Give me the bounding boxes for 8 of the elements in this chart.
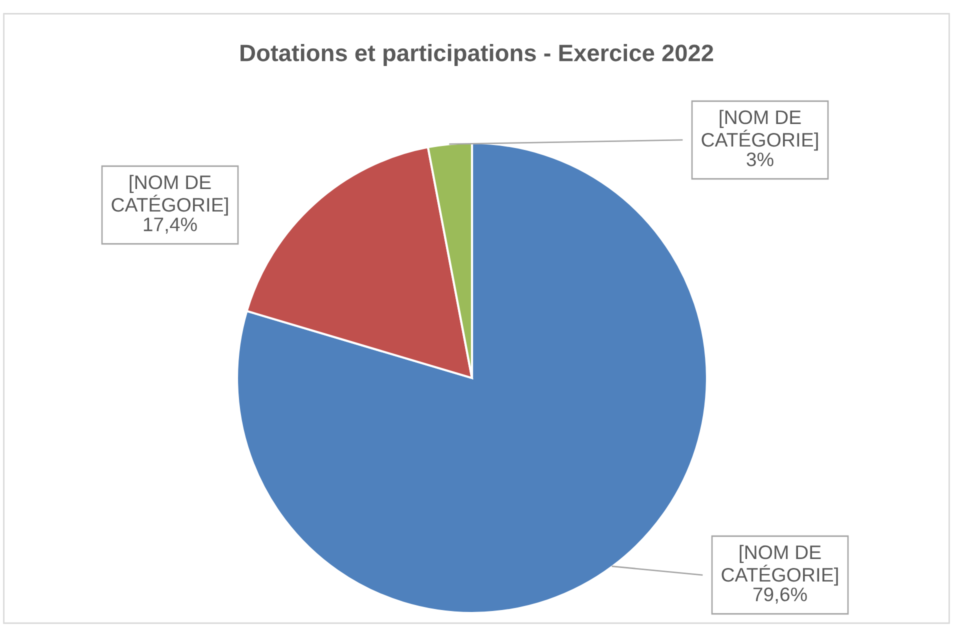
data-label: 79,6% [753,588,807,604]
chart-title: Dotations et participations - Exercice 2022 [240,44,714,66]
data-label: 17,4% [144,218,197,234]
pie-slice [246,146,474,380]
data-label: 3% [746,152,774,166]
slice-label: [NOM DE CATÉGORIE] [112,174,228,216]
slice-label: [NOM DE CATÉGORIE] [702,110,818,151]
slice-label: [NOM DE CATÉGORIE] [722,544,838,586]
